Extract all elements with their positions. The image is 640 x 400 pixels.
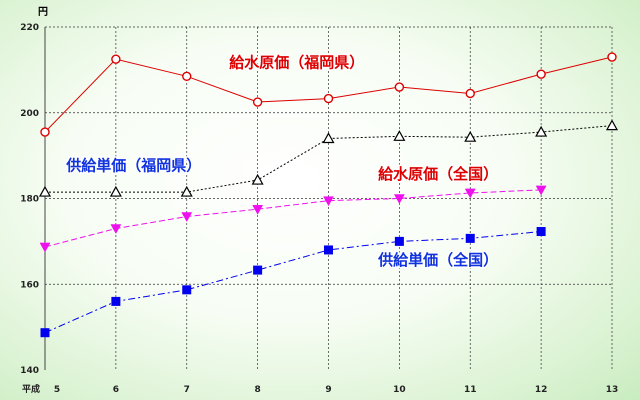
y-tick-label: 160 (20, 280, 39, 290)
data-point (323, 196, 334, 207)
series-annotation: 給水原価（福岡県） (229, 54, 364, 72)
y-axis-unit: 円 (38, 6, 48, 18)
y-tick-label: 200 (20, 109, 39, 119)
x-axis-prefix: 平成 (22, 383, 40, 395)
data-point (109, 185, 122, 197)
x-tick-label: 11 (464, 385, 477, 395)
data-point (465, 88, 475, 99)
data-point (535, 185, 547, 196)
data-point (38, 185, 52, 197)
grid (44, 26, 613, 370)
data-point (464, 188, 476, 199)
data-point (393, 130, 406, 141)
y-tick-label: 220 (20, 23, 39, 33)
y-tick-label: 180 (20, 195, 39, 205)
data-point (252, 204, 264, 215)
y-tick-label: 140 (20, 366, 39, 376)
data-point (536, 227, 546, 237)
data-point (323, 93, 334, 104)
data-point (535, 125, 548, 137)
x-tick-label: 8 (254, 385, 260, 395)
x-tick-label: 6 (113, 385, 119, 395)
data-point (180, 185, 193, 197)
data-point (181, 212, 193, 223)
data-point (251, 173, 264, 185)
series-annotation: 給水原価（全国） (378, 165, 498, 183)
series-annotation: 供給単価（福岡県） (65, 157, 201, 175)
data-point (182, 71, 192, 82)
series-2 (38, 119, 619, 197)
series-4 (40, 227, 546, 338)
data-point (40, 127, 50, 137)
series-3 (39, 185, 547, 253)
data-point (40, 328, 50, 338)
x-tick-label: 13 (606, 385, 619, 395)
x-tick-label: 7 (184, 385, 190, 395)
data-point (605, 119, 619, 131)
x-tick-label: 12 (535, 385, 548, 395)
x-tick-label: 5 (54, 385, 60, 395)
x-tick-label: 10 (393, 385, 406, 395)
data-point (536, 69, 546, 79)
data-point (252, 97, 263, 107)
x-tick-label: 9 (325, 385, 331, 395)
data-point (111, 296, 121, 306)
data-point (110, 224, 122, 235)
data-point (182, 285, 192, 295)
data-point (253, 265, 263, 275)
series-1 (40, 52, 617, 137)
series-annotation: 供給単価（全国） (377, 251, 498, 269)
data-point (607, 52, 617, 62)
series-line (44, 189, 542, 248)
data-point (465, 233, 475, 243)
data-point (394, 236, 404, 246)
data-point (393, 194, 405, 205)
series-line (45, 125, 613, 193)
data-point (324, 245, 333, 255)
data-point (111, 54, 121, 64)
data-point (394, 82, 405, 92)
data-point (322, 132, 335, 144)
series-line (44, 231, 542, 334)
data-point (39, 242, 51, 253)
data-point (464, 130, 477, 142)
